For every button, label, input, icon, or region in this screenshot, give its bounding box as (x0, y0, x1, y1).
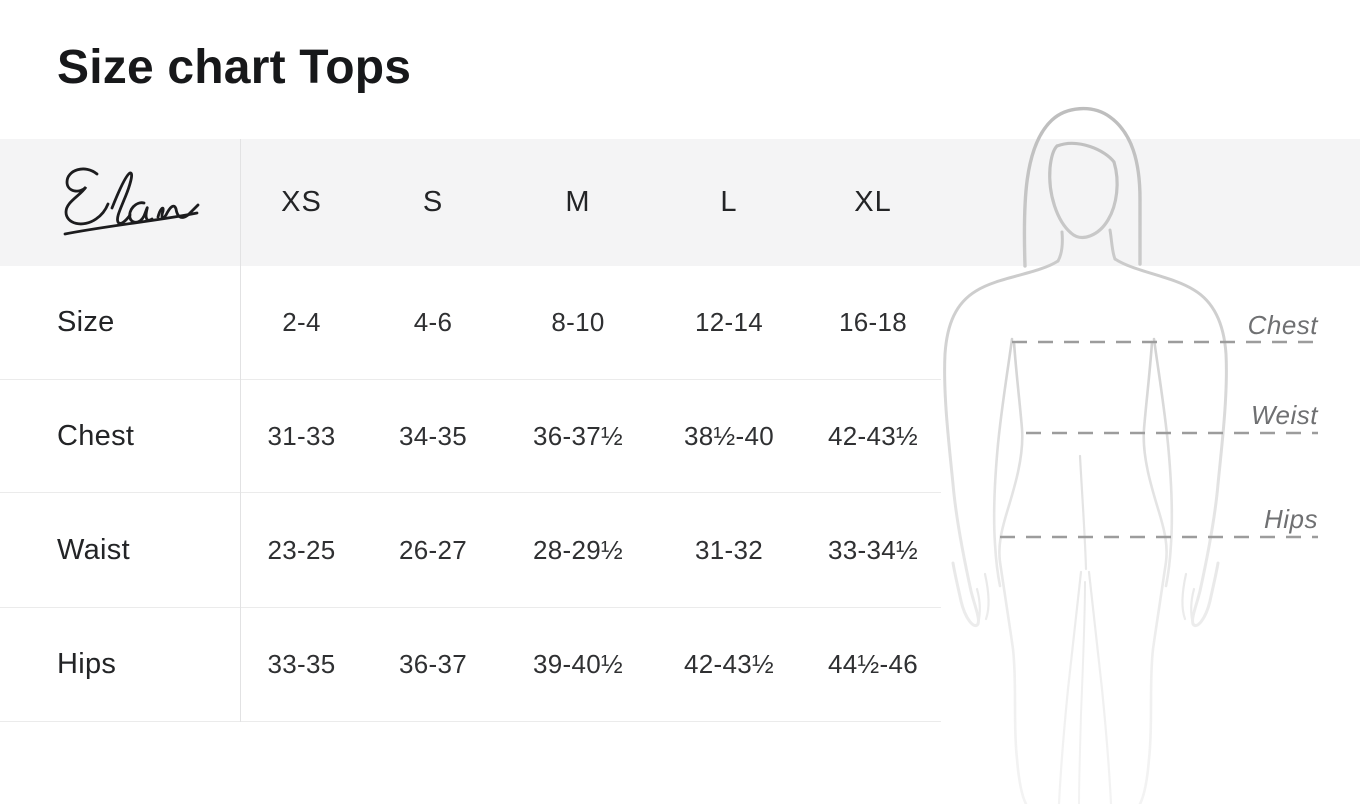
waist-xs-cell: 23-25 (267, 534, 336, 565)
hips-xs-cell: 33-35 (267, 649, 336, 679)
chest-xs-cell: 31-33 (267, 420, 336, 451)
chest-xl-cell: 42-43½ (828, 420, 918, 451)
table-column-divider (240, 139, 241, 722)
waist-xl-cell: 33-34½ (828, 534, 918, 565)
brand-logo-cell (0, 160, 240, 245)
chest-measure-label: Chest (1247, 310, 1318, 340)
column-header-xs: XS (281, 186, 322, 218)
size-table: XS S M L XL Size 2-4 4-6 8-10 12-14 16-1… (0, 139, 941, 722)
chest-s-cell: 34-35 (399, 420, 467, 451)
waist-s-cell: 26-27 (399, 534, 467, 565)
table-header-row: XS S M L XL (0, 139, 941, 266)
table-row-chest: Chest 31-33 34-35 36-37½ 38½-40 42-43½ (0, 380, 941, 493)
hips-m-cell: 39-40½ (533, 649, 623, 679)
column-header-xl: XL (854, 186, 892, 218)
chest-m-cell: 36-37½ (533, 420, 623, 451)
hips-xl-cell: 44½-46 (828, 649, 918, 679)
table-row-size: Size 2-4 4-6 8-10 12-14 16-18 (0, 266, 941, 380)
column-header-l: L (720, 186, 738, 218)
size-l-cell: 12-14 (695, 307, 763, 337)
table-row-hips: Hips 33-35 36-37 39-40½ 42-43½ 44½-46 (0, 608, 941, 722)
page-title: Size chart Tops (57, 41, 412, 94)
size-s-cell: 4-6 (413, 307, 453, 337)
size-m-cell: 8-10 (551, 307, 605, 337)
waist-measure-label: Weist (1250, 400, 1318, 430)
column-header-s: S (422, 186, 444, 218)
column-header-m: M (565, 186, 591, 218)
hips-s-cell: 36-37 (399, 649, 467, 679)
chest-l-cell: 38½-40 (684, 420, 774, 451)
waist-l-cell: 31-32 (695, 534, 763, 565)
row-label-chest: Chest (57, 419, 135, 452)
brand-logo-elan-icon (63, 167, 200, 236)
row-label-hips: Hips (57, 648, 117, 680)
size-xl-cell: 16-18 (839, 307, 907, 337)
hips-measure-label: Hips (1263, 504, 1318, 534)
row-label-waist: Waist (57, 533, 130, 566)
size-xs-cell: 2-4 (282, 307, 321, 337)
hips-l-cell: 42-43½ (684, 649, 774, 679)
row-label-size: Size (57, 306, 115, 338)
waist-m-cell: 28-29½ (533, 534, 623, 565)
table-row-waist: Waist 23-25 26-27 28-29½ 31-32 33-34½ (0, 493, 941, 608)
